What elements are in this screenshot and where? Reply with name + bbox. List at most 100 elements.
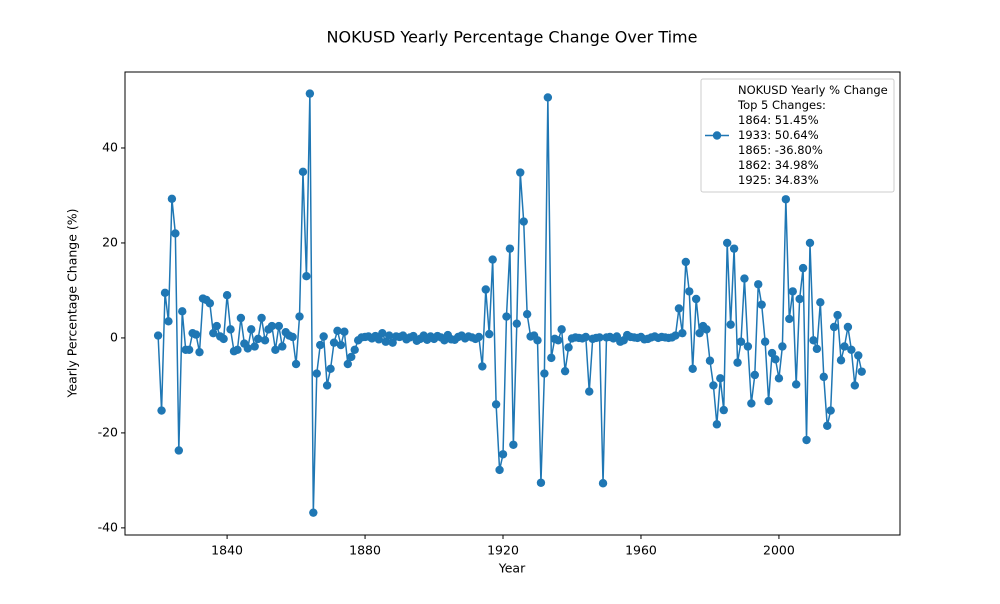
data-point [836, 356, 846, 365]
data-point [302, 271, 311, 281]
data-point [754, 280, 763, 289]
data-point [740, 274, 749, 283]
data-point [560, 366, 570, 376]
data-point [512, 319, 522, 328]
legend-note: 1925: 34.83% [738, 173, 819, 187]
data-point [164, 317, 173, 326]
data-point [595, 333, 604, 342]
data-point [171, 229, 180, 238]
data-point [564, 343, 573, 352]
data-point [847, 345, 856, 354]
data-point [267, 321, 277, 331]
legend-marker [712, 131, 722, 140]
y-tick-label: -20 [98, 424, 118, 439]
data-point [536, 478, 546, 487]
data-point [771, 355, 780, 364]
data-point [709, 381, 718, 390]
y-tick-label: -40 [98, 519, 118, 534]
data-point [540, 369, 549, 378]
data-point [557, 325, 566, 334]
data-point [781, 195, 791, 204]
y-tick-label: 40 [102, 139, 118, 154]
data-point [729, 244, 739, 253]
data-point [312, 369, 321, 378]
data-point [247, 325, 256, 334]
data-point [819, 372, 828, 382]
data-point [774, 374, 784, 383]
data-point [474, 332, 484, 342]
data-point [295, 312, 304, 321]
data-point [812, 344, 822, 354]
legend-note: 1864: 51.45% [738, 113, 819, 127]
y-tick-label: 20 [102, 234, 118, 249]
y-tick-label: 0 [110, 329, 118, 344]
data-point [778, 342, 787, 351]
data-point [581, 332, 590, 342]
data-point [326, 364, 335, 373]
data-point [519, 217, 528, 226]
data-point [553, 336, 563, 345]
data-point [702, 325, 711, 334]
data-point [854, 351, 863, 360]
data-point [791, 380, 801, 389]
data-point [750, 370, 759, 380]
legend-note: Top 5 Changes: [737, 98, 826, 112]
data-point [298, 167, 308, 177]
data-point [823, 421, 832, 430]
data-point [785, 314, 794, 324]
data-point [764, 396, 773, 406]
x-axis-label: Year [498, 561, 526, 576]
data-point [250, 342, 259, 351]
data-point [760, 337, 770, 346]
data-point [260, 336, 270, 345]
data-point [802, 435, 811, 445]
data-point [381, 337, 390, 346]
data-point [253, 334, 263, 344]
data-point [153, 331, 163, 340]
data-point [257, 313, 266, 323]
data-point [316, 340, 325, 350]
data-point [388, 338, 397, 347]
data-point [736, 337, 746, 346]
data-point [671, 331, 680, 340]
x-tick-label: 1840 [211, 543, 243, 558]
data-point [309, 508, 318, 517]
data-point [488, 255, 497, 264]
data-point [226, 325, 235, 334]
data-point [726, 320, 735, 329]
data-point [491, 400, 501, 409]
data-point [374, 335, 384, 344]
data-point [329, 338, 339, 347]
data-point [543, 93, 553, 102]
data-point [788, 287, 797, 296]
data-point [191, 330, 201, 339]
data-point [585, 387, 594, 396]
data-point [340, 327, 349, 336]
data-point [288, 332, 297, 342]
data-point [674, 304, 684, 313]
data-point [485, 329, 494, 339]
data-point [209, 328, 218, 338]
data-point [195, 347, 204, 357]
data-point [291, 359, 301, 369]
data-point [719, 405, 728, 415]
data-point [378, 328, 387, 338]
data-point [850, 381, 860, 390]
data-point [174, 446, 184, 455]
data-point [723, 238, 732, 248]
data-point [857, 367, 866, 376]
data-point [705, 356, 715, 365]
data-point [509, 440, 518, 449]
data-point [798, 263, 808, 273]
data-point [478, 362, 487, 371]
data-point [685, 287, 694, 296]
x-tick-label: 1880 [349, 543, 381, 558]
x-tick-label: 1960 [625, 543, 657, 558]
data-point [498, 450, 508, 459]
data-point [343, 359, 353, 369]
data-point [505, 244, 515, 253]
data-point [233, 345, 242, 354]
data-point [522, 309, 532, 319]
data-point [691, 294, 701, 304]
